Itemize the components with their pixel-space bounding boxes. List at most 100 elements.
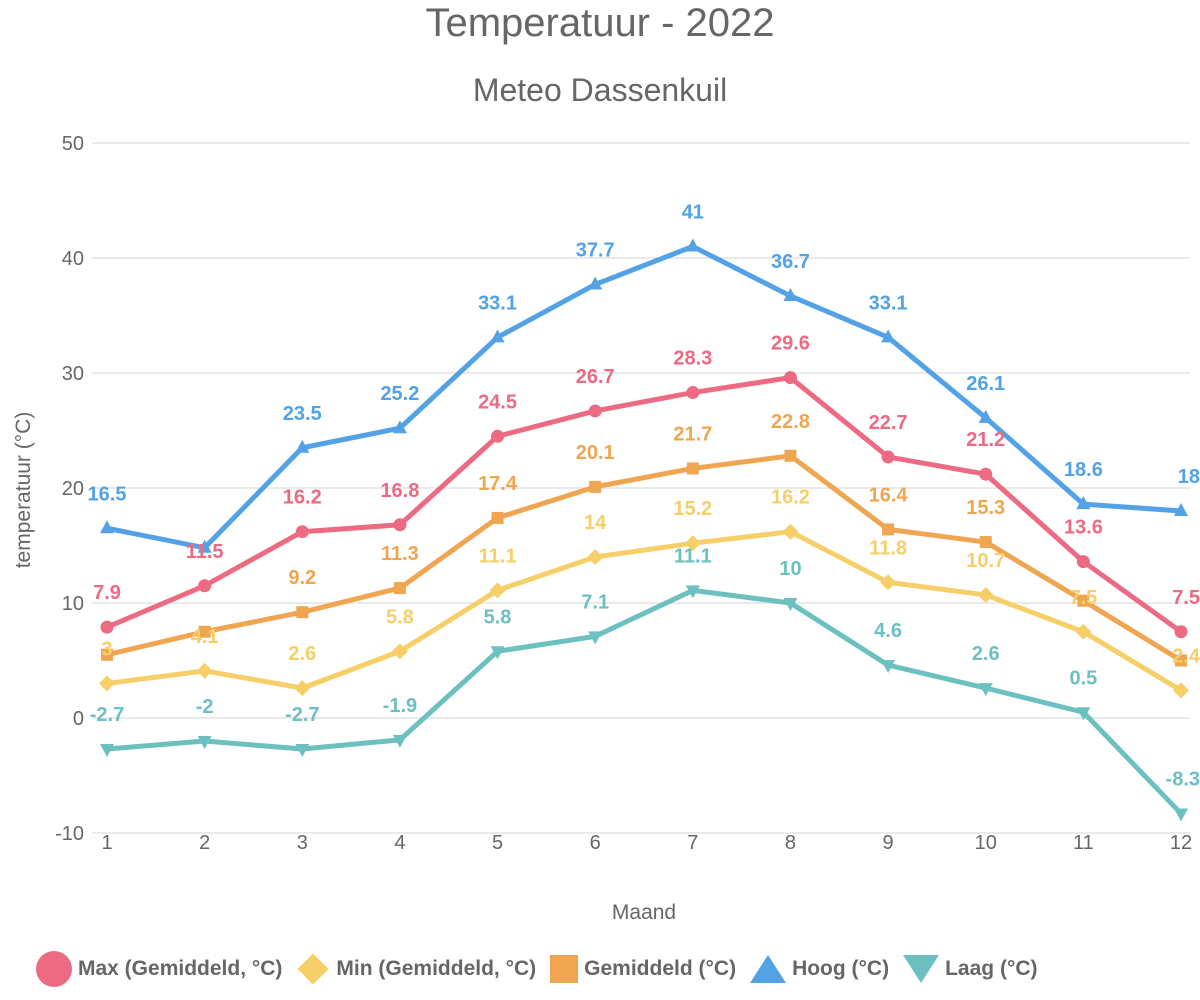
data-label: 25.2 <box>380 383 419 405</box>
data-label: 21.2 <box>966 429 1005 451</box>
circle-marker[interactable] <box>881 450 895 464</box>
series-line[interactable] <box>104 453 1184 663</box>
triangle-up-marker[interactable] <box>100 520 114 534</box>
x-axis-title: Maand <box>612 901 676 924</box>
triangle-up-marker[interactable] <box>685 238 700 252</box>
x-tick-label: 10 <box>975 832 997 854</box>
square-marker[interactable] <box>296 606 309 619</box>
legend-item-gemiddeld[interactable]: Gemiddeld (°C) <box>550 955 736 983</box>
diamond-marker[interactable] <box>489 582 506 599</box>
triangle-up-marker[interactable] <box>490 329 505 343</box>
series-line[interactable] <box>104 244 1184 551</box>
triangle-up-marker[interactable] <box>1076 496 1091 510</box>
circle-marker[interactable] <box>686 386 700 400</box>
triangle-up-marker[interactable] <box>783 287 798 301</box>
triangle-up-marker[interactable] <box>1174 503 1188 516</box>
data-label: 26.1 <box>966 373 1005 395</box>
data-label: 15.3 <box>966 497 1005 519</box>
square-marker[interactable] <box>979 536 992 549</box>
square-marker[interactable] <box>686 462 699 475</box>
triangle-up-marker[interactable] <box>392 420 407 434</box>
x-tick-label: 7 <box>687 832 698 854</box>
diamond-marker[interactable] <box>391 643 408 660</box>
series-line[interactable] <box>104 375 1184 635</box>
data-label: 4.6 <box>874 620 902 642</box>
diamond-marker[interactable] <box>782 523 799 540</box>
triangle-down-marker[interactable] <box>881 660 896 674</box>
triangle-down-marker[interactable] <box>295 744 310 758</box>
circle-marker[interactable] <box>491 429 505 443</box>
triangle-up-marker[interactable] <box>588 276 603 290</box>
series-line[interactable] <box>104 587 1184 816</box>
triangle-down-marker[interactable] <box>100 744 114 758</box>
data-label: -1.9 <box>383 695 417 717</box>
data-label: 26.7 <box>576 366 615 388</box>
square-marker[interactable] <box>1077 594 1090 607</box>
circle-marker[interactable] <box>393 518 407 532</box>
circle-marker[interactable] <box>1174 625 1188 639</box>
diamond-marker[interactable] <box>196 662 213 679</box>
legend-label: Max (Gemiddeld, °C) <box>78 957 283 980</box>
square-marker[interactable] <box>882 523 895 536</box>
diamond-marker[interactable] <box>977 586 994 603</box>
y-tick-label: 10 <box>62 593 84 615</box>
triangle-up-marker[interactable] <box>978 409 993 423</box>
triangle-up-marker[interactable] <box>197 539 212 553</box>
triangle-down-marker[interactable] <box>978 683 993 697</box>
triangle-up-marker[interactable] <box>295 439 310 453</box>
diamond-marker[interactable] <box>587 549 604 565</box>
data-label: 5.8 <box>386 606 414 628</box>
x-tick-label: 8 <box>785 832 796 854</box>
triangle-up-marker[interactable] <box>881 329 896 343</box>
data-label: 14 <box>584 512 607 534</box>
legend-item-min[interactable]: Min (Gemiddeld, °C) <box>296 952 536 986</box>
triangle-down-marker[interactable] <box>490 646 505 660</box>
data-label: 11.8 <box>869 537 907 559</box>
square-marker[interactable] <box>1175 654 1187 667</box>
square-marker[interactable] <box>589 480 602 493</box>
circle-marker[interactable] <box>588 404 602 418</box>
square-marker[interactable] <box>491 511 504 524</box>
data-label: 18.6 <box>1064 459 1103 481</box>
triangle-down-marker[interactable] <box>588 631 603 645</box>
data-label: -2.7 <box>90 704 124 726</box>
legend-item-max[interactable]: Max (Gemiddeld, °C) <box>36 951 282 987</box>
diamond-marker[interactable] <box>684 535 701 552</box>
triangle-down-marker[interactable] <box>1076 707 1091 721</box>
triangle-down-marker[interactable] <box>1174 808 1188 822</box>
diamond-marker[interactable] <box>880 574 897 591</box>
triangle-down-marker[interactable] <box>685 585 700 599</box>
diamond-marker[interactable] <box>1075 623 1092 640</box>
circle-marker[interactable] <box>295 525 309 539</box>
y-tick-label: 0 <box>73 708 84 730</box>
legend-item-hoog[interactable]: Hoog (°C) <box>750 955 889 983</box>
data-label: 13.6 <box>1064 517 1103 539</box>
diamond-marker[interactable] <box>99 675 115 692</box>
data-label: 5.8 <box>484 606 512 628</box>
square-marker[interactable] <box>101 648 113 661</box>
circle-marker[interactable] <box>979 467 993 481</box>
data-label: 2.6 <box>288 643 316 665</box>
data-label: 17.4 <box>478 473 518 495</box>
circle-marker[interactable] <box>783 371 797 385</box>
legend-item-laag[interactable]: Laag (°C) <box>903 955 1038 983</box>
legend-label: Gemiddeld (°C) <box>584 957 737 980</box>
circle-marker[interactable] <box>198 579 212 593</box>
circle-marker-icon <box>36 951 72 987</box>
diamond-marker[interactable] <box>294 680 311 697</box>
square-marker[interactable] <box>393 582 406 595</box>
circle-marker[interactable] <box>1076 555 1090 569</box>
data-label: -2 <box>196 696 214 718</box>
square-marker[interactable] <box>198 625 211 638</box>
triangle-down-marker[interactable] <box>783 598 798 611</box>
triangle-down-marker[interactable] <box>197 736 212 749</box>
circle-marker[interactable] <box>100 620 114 634</box>
data-label: 24.5 <box>478 391 517 413</box>
series-line[interactable] <box>104 529 1184 693</box>
x-tick-label: 4 <box>394 832 405 854</box>
triangle-down-marker[interactable] <box>392 734 407 748</box>
square-marker[interactable] <box>784 449 797 462</box>
data-label: 16.2 <box>771 487 810 509</box>
diamond-marker[interactable] <box>1173 682 1189 699</box>
